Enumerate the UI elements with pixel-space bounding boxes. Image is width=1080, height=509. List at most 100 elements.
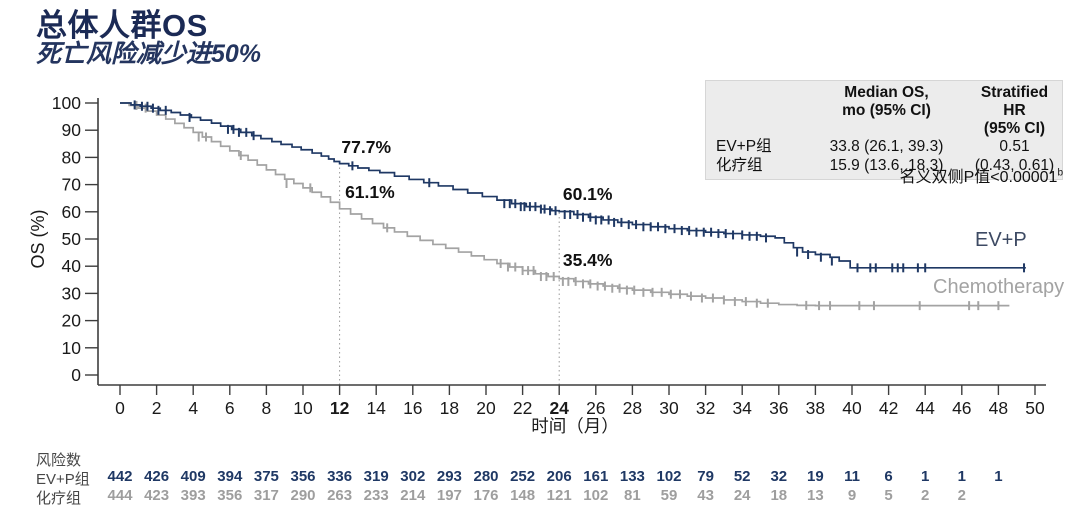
- risk-count-化疗组-42mo: 5: [884, 487, 893, 504]
- annotation-601: 60.1%: [563, 184, 613, 204]
- stats-row-chemo-label: 化疗组: [716, 157, 763, 175]
- page-title: 总体人群OS: [36, 8, 208, 43]
- risk-count-EV+P组-32mo: 79: [697, 468, 714, 485]
- risk-count-EV+P组-4mo: 409: [180, 468, 206, 485]
- risk-count-化疗组-40mo: 9: [847, 487, 857, 504]
- y-tick-label-20: 20: [62, 311, 82, 331]
- stats-row-evp-median: 33.8 (26.1, 39.3): [829, 138, 944, 156]
- risk-count-化疗组-22mo: 148: [510, 487, 536, 504]
- y-tick-label-90: 90: [62, 120, 82, 140]
- risk-count-化疗组-34mo: 24: [733, 487, 751, 504]
- x-tick-label-44: 44: [915, 398, 935, 418]
- stats-row-chemo: 化疗组 15.9 (13.6, 18.3) (0.43, 0.61): [710, 157, 1058, 176]
- risk-count-EV+P组-40mo: 11: [844, 468, 860, 485]
- risk-count-化疗组-20mo: 176: [473, 487, 499, 504]
- risk-count-化疗组-26mo: 102: [583, 487, 609, 504]
- risk-count-EV+P组-6mo: 394: [217, 468, 243, 485]
- y-tick-label-80: 80: [62, 147, 82, 167]
- risk-count-EV+P组-14mo: 319: [363, 468, 389, 485]
- km-curve-chemotherapy: [120, 102, 1010, 307]
- page-subtitle: 死亡风险减少进50%: [36, 40, 262, 68]
- stats-row-evp-label: EV+P组: [716, 138, 772, 156]
- risk-count-EV+P组-46mo: 1: [957, 468, 966, 485]
- x-tick-label-10: 10: [293, 398, 313, 418]
- x-tick-label-28: 28: [623, 398, 642, 418]
- risk-count-化疗组-44mo: 2: [921, 487, 930, 504]
- risk-count-化疗组-28mo: 81: [624, 487, 641, 504]
- x-tick-label-48: 48: [989, 398, 1008, 418]
- stats-row-evp-hr: 0.51: [999, 138, 1030, 156]
- y-tick-label-0: 0: [71, 365, 81, 385]
- x-tick-label-36: 36: [769, 398, 788, 418]
- stats-row-evp: EV+P组 33.8 (26.1, 39.3) 0.51: [710, 138, 1058, 157]
- y-tick-label-100: 100: [52, 93, 81, 113]
- x-tick-label-30: 30: [659, 398, 679, 418]
- risk-count-EV+P组-2mo: 426: [144, 468, 170, 485]
- risk-count-EV+P组-22mo: 252: [510, 468, 536, 485]
- stats-header-hr-line2: (95% CI): [983, 119, 1046, 137]
- x-tick-label-4: 4: [188, 398, 198, 418]
- risk-count-EV+P组-24mo: 206: [546, 468, 572, 485]
- risk-count-EV+P组-48mo: 1: [994, 468, 1003, 485]
- stats-header-hr: Stratified HR (95% CI): [971, 83, 1058, 138]
- x-tick-label-0: 0: [115, 398, 125, 418]
- risk-count-化疗组-2mo: 423: [144, 487, 170, 504]
- x-tick-label-50: 50: [1025, 398, 1045, 418]
- risk-count-化疗组-0mo: 444: [107, 487, 133, 504]
- risk-count-化疗组-14mo: 233: [363, 487, 389, 504]
- x-tick-label-8: 8: [262, 398, 272, 418]
- stats-row-chemo-hr: (0.43, 0.61): [974, 157, 1055, 175]
- x-tick-label-12: 12: [330, 398, 350, 418]
- risk-count-EV+P组-42mo: 6: [884, 468, 893, 485]
- risk-count-EV+P组-12mo: 336: [327, 468, 353, 485]
- pvalue-text: 名义双侧P值<0.00001: [899, 169, 1058, 186]
- y-tick-label-40: 40: [62, 256, 82, 276]
- x-tick-label-14: 14: [366, 398, 386, 418]
- x-tick-label-42: 42: [879, 398, 898, 418]
- curve-label-evp: EV+P: [975, 229, 1027, 251]
- x-axis-title: 时间（月）: [531, 416, 619, 436]
- risk-count-EV+P组-28mo: 133: [619, 468, 645, 485]
- risk-row-label-chemo: 化疗组: [36, 490, 82, 507]
- km-curve-evp: [120, 102, 1026, 269]
- stats-header-median: Median OS, mo (95% CI): [802, 83, 971, 138]
- annotation-777: 77.7%: [341, 137, 391, 157]
- risk-count-化疗组-38mo: 13: [807, 487, 824, 504]
- risk-count-EV+P组-36mo: 32: [770, 468, 788, 485]
- x-tick-label-18: 18: [440, 398, 459, 418]
- stats-corner-cell: [710, 83, 802, 138]
- x-tick-label-46: 46: [952, 398, 971, 418]
- stats-header-hr-line1: Stratified HR: [980, 84, 1049, 119]
- x-tick-label-26: 26: [586, 398, 605, 418]
- risk-count-化疗组-12mo: 263: [327, 487, 353, 504]
- x-tick-label-22: 22: [513, 398, 532, 418]
- risk-count-EV+P组-38mo: 19: [807, 468, 824, 485]
- x-tick-label-6: 6: [225, 398, 235, 418]
- x-tick-label-24: 24: [549, 398, 569, 418]
- risk-count-EV+P组-34mo: 52: [733, 468, 751, 485]
- x-tick-label-38: 38: [806, 398, 825, 418]
- x-tick-label-34: 34: [732, 398, 752, 418]
- annotation-611: 61.1%: [345, 182, 395, 202]
- risk-count-化疗组-30mo: 59: [660, 487, 678, 504]
- y-tick-label-10: 10: [62, 338, 82, 358]
- risk-count-化疗组-36mo: 18: [770, 487, 788, 504]
- y-tick-label-60: 60: [62, 202, 82, 222]
- risk-count-化疗组-24mo: 121: [546, 487, 572, 504]
- risk-count-化疗组-46mo: 2: [957, 487, 966, 504]
- curve-label-chemotherapy: Chemotherapy: [933, 276, 1065, 298]
- annotation-354: 35.4%: [563, 250, 613, 270]
- risk-count-EV+P组-20mo: 280: [473, 468, 499, 485]
- risk-count-化疗组-18mo: 197: [436, 487, 462, 504]
- x-tick-label-32: 32: [696, 398, 715, 418]
- x-tick-label-20: 20: [476, 398, 496, 418]
- risk-count-化疗组-4mo: 393: [180, 487, 206, 504]
- stats-row-chemo-median: 15.9 (13.6, 18.3): [829, 157, 944, 175]
- risk-count-化疗组-6mo: 356: [217, 487, 243, 504]
- y-axis-title: OS (%): [28, 209, 48, 268]
- risk-count-EV+P组-18mo: 293: [436, 468, 462, 485]
- risk-count-化疗组-32mo: 43: [697, 487, 714, 504]
- pvalue-superscript: b: [1057, 167, 1063, 179]
- risk-count-化疗组-10mo: 290: [290, 487, 316, 504]
